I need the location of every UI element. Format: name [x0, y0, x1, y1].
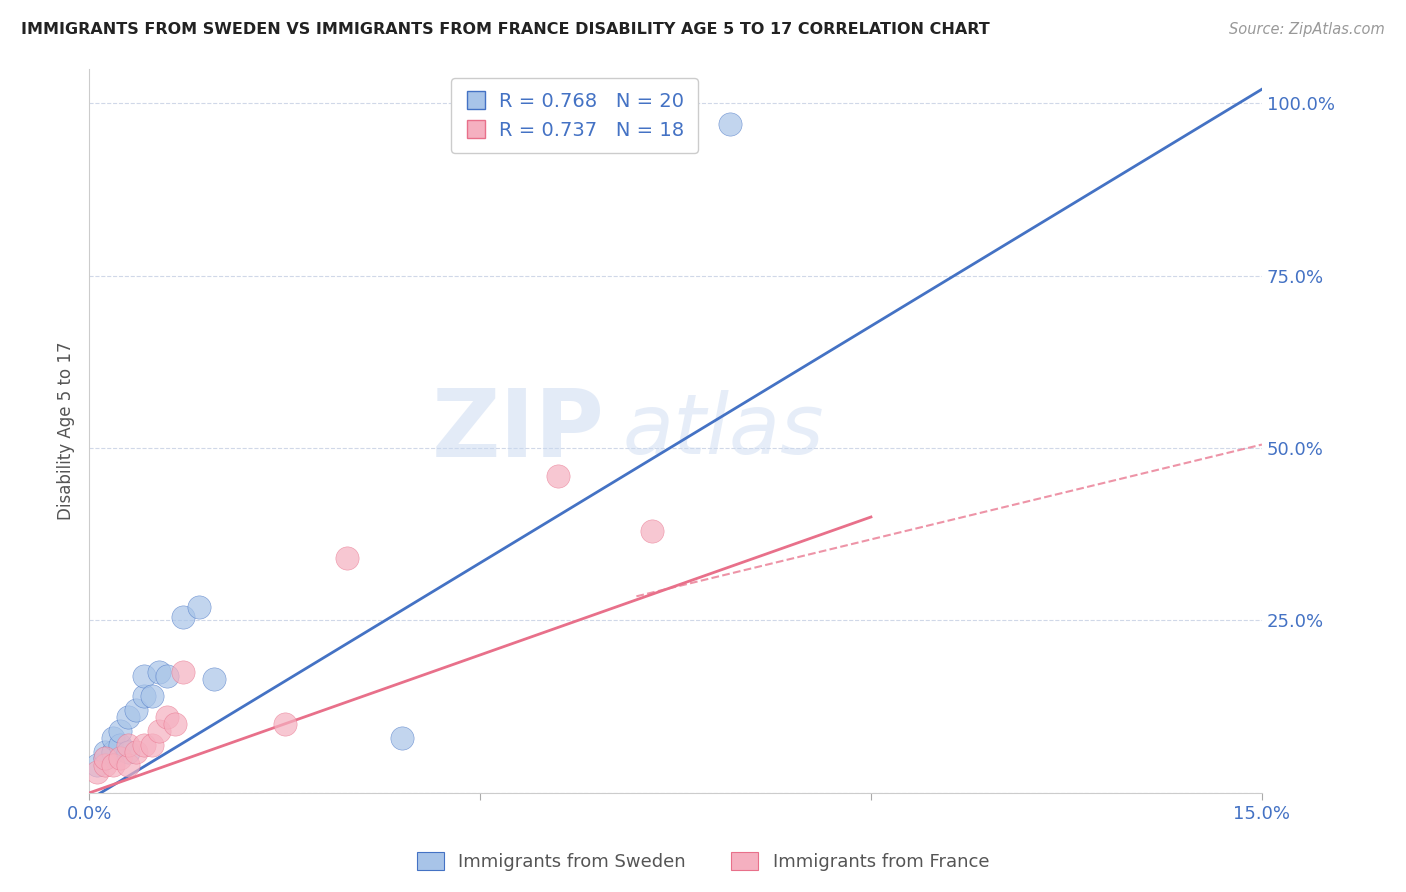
Point [141, 690, 163, 704]
Point [117, 758, 139, 772]
Point [172, 665, 194, 680]
Point [391, 731, 413, 745]
Point [148, 665, 170, 680]
Text: ZIP: ZIP [432, 384, 605, 476]
Point [132, 690, 155, 704]
Point [141, 738, 163, 752]
Y-axis label: Disability Age 5 to 17: Disability Age 5 to 17 [58, 342, 75, 520]
Text: Source: ZipAtlas.com: Source: ZipAtlas.com [1229, 22, 1385, 37]
Point [117, 738, 139, 752]
Point [110, 723, 132, 738]
Point [117, 745, 139, 759]
Point [172, 610, 194, 624]
Point [125, 745, 148, 759]
Point [165, 717, 187, 731]
Point [110, 738, 132, 752]
Point [202, 672, 225, 686]
Point [641, 524, 664, 538]
Point [156, 668, 179, 682]
Point [86, 765, 108, 780]
Point [273, 717, 295, 731]
Point [101, 731, 124, 745]
Text: IMMIGRANTS FROM SWEDEN VS IMMIGRANTS FROM FRANCE DISABILITY AGE 5 TO 17 CORRELAT: IMMIGRANTS FROM SWEDEN VS IMMIGRANTS FRO… [21, 22, 990, 37]
Point [101, 758, 124, 772]
Legend: Immigrants from Sweden, Immigrants from France: Immigrants from Sweden, Immigrants from … [409, 845, 997, 879]
Point [101, 745, 124, 759]
Point [156, 710, 179, 724]
Point [718, 117, 741, 131]
Point [93, 751, 115, 765]
Legend: R = 0.768   N = 20, R = 0.737   N = 18: R = 0.768 N = 20, R = 0.737 N = 18 [451, 78, 697, 153]
Point [125, 703, 148, 717]
Point [86, 758, 108, 772]
Point [132, 668, 155, 682]
Text: atlas: atlas [623, 391, 824, 471]
Point [93, 758, 115, 772]
Point [93, 751, 115, 765]
Point [336, 551, 359, 566]
Point [117, 710, 139, 724]
Point [93, 745, 115, 759]
Point [187, 599, 209, 614]
Point [110, 751, 132, 765]
Point [132, 738, 155, 752]
Point [148, 723, 170, 738]
Point [547, 468, 569, 483]
